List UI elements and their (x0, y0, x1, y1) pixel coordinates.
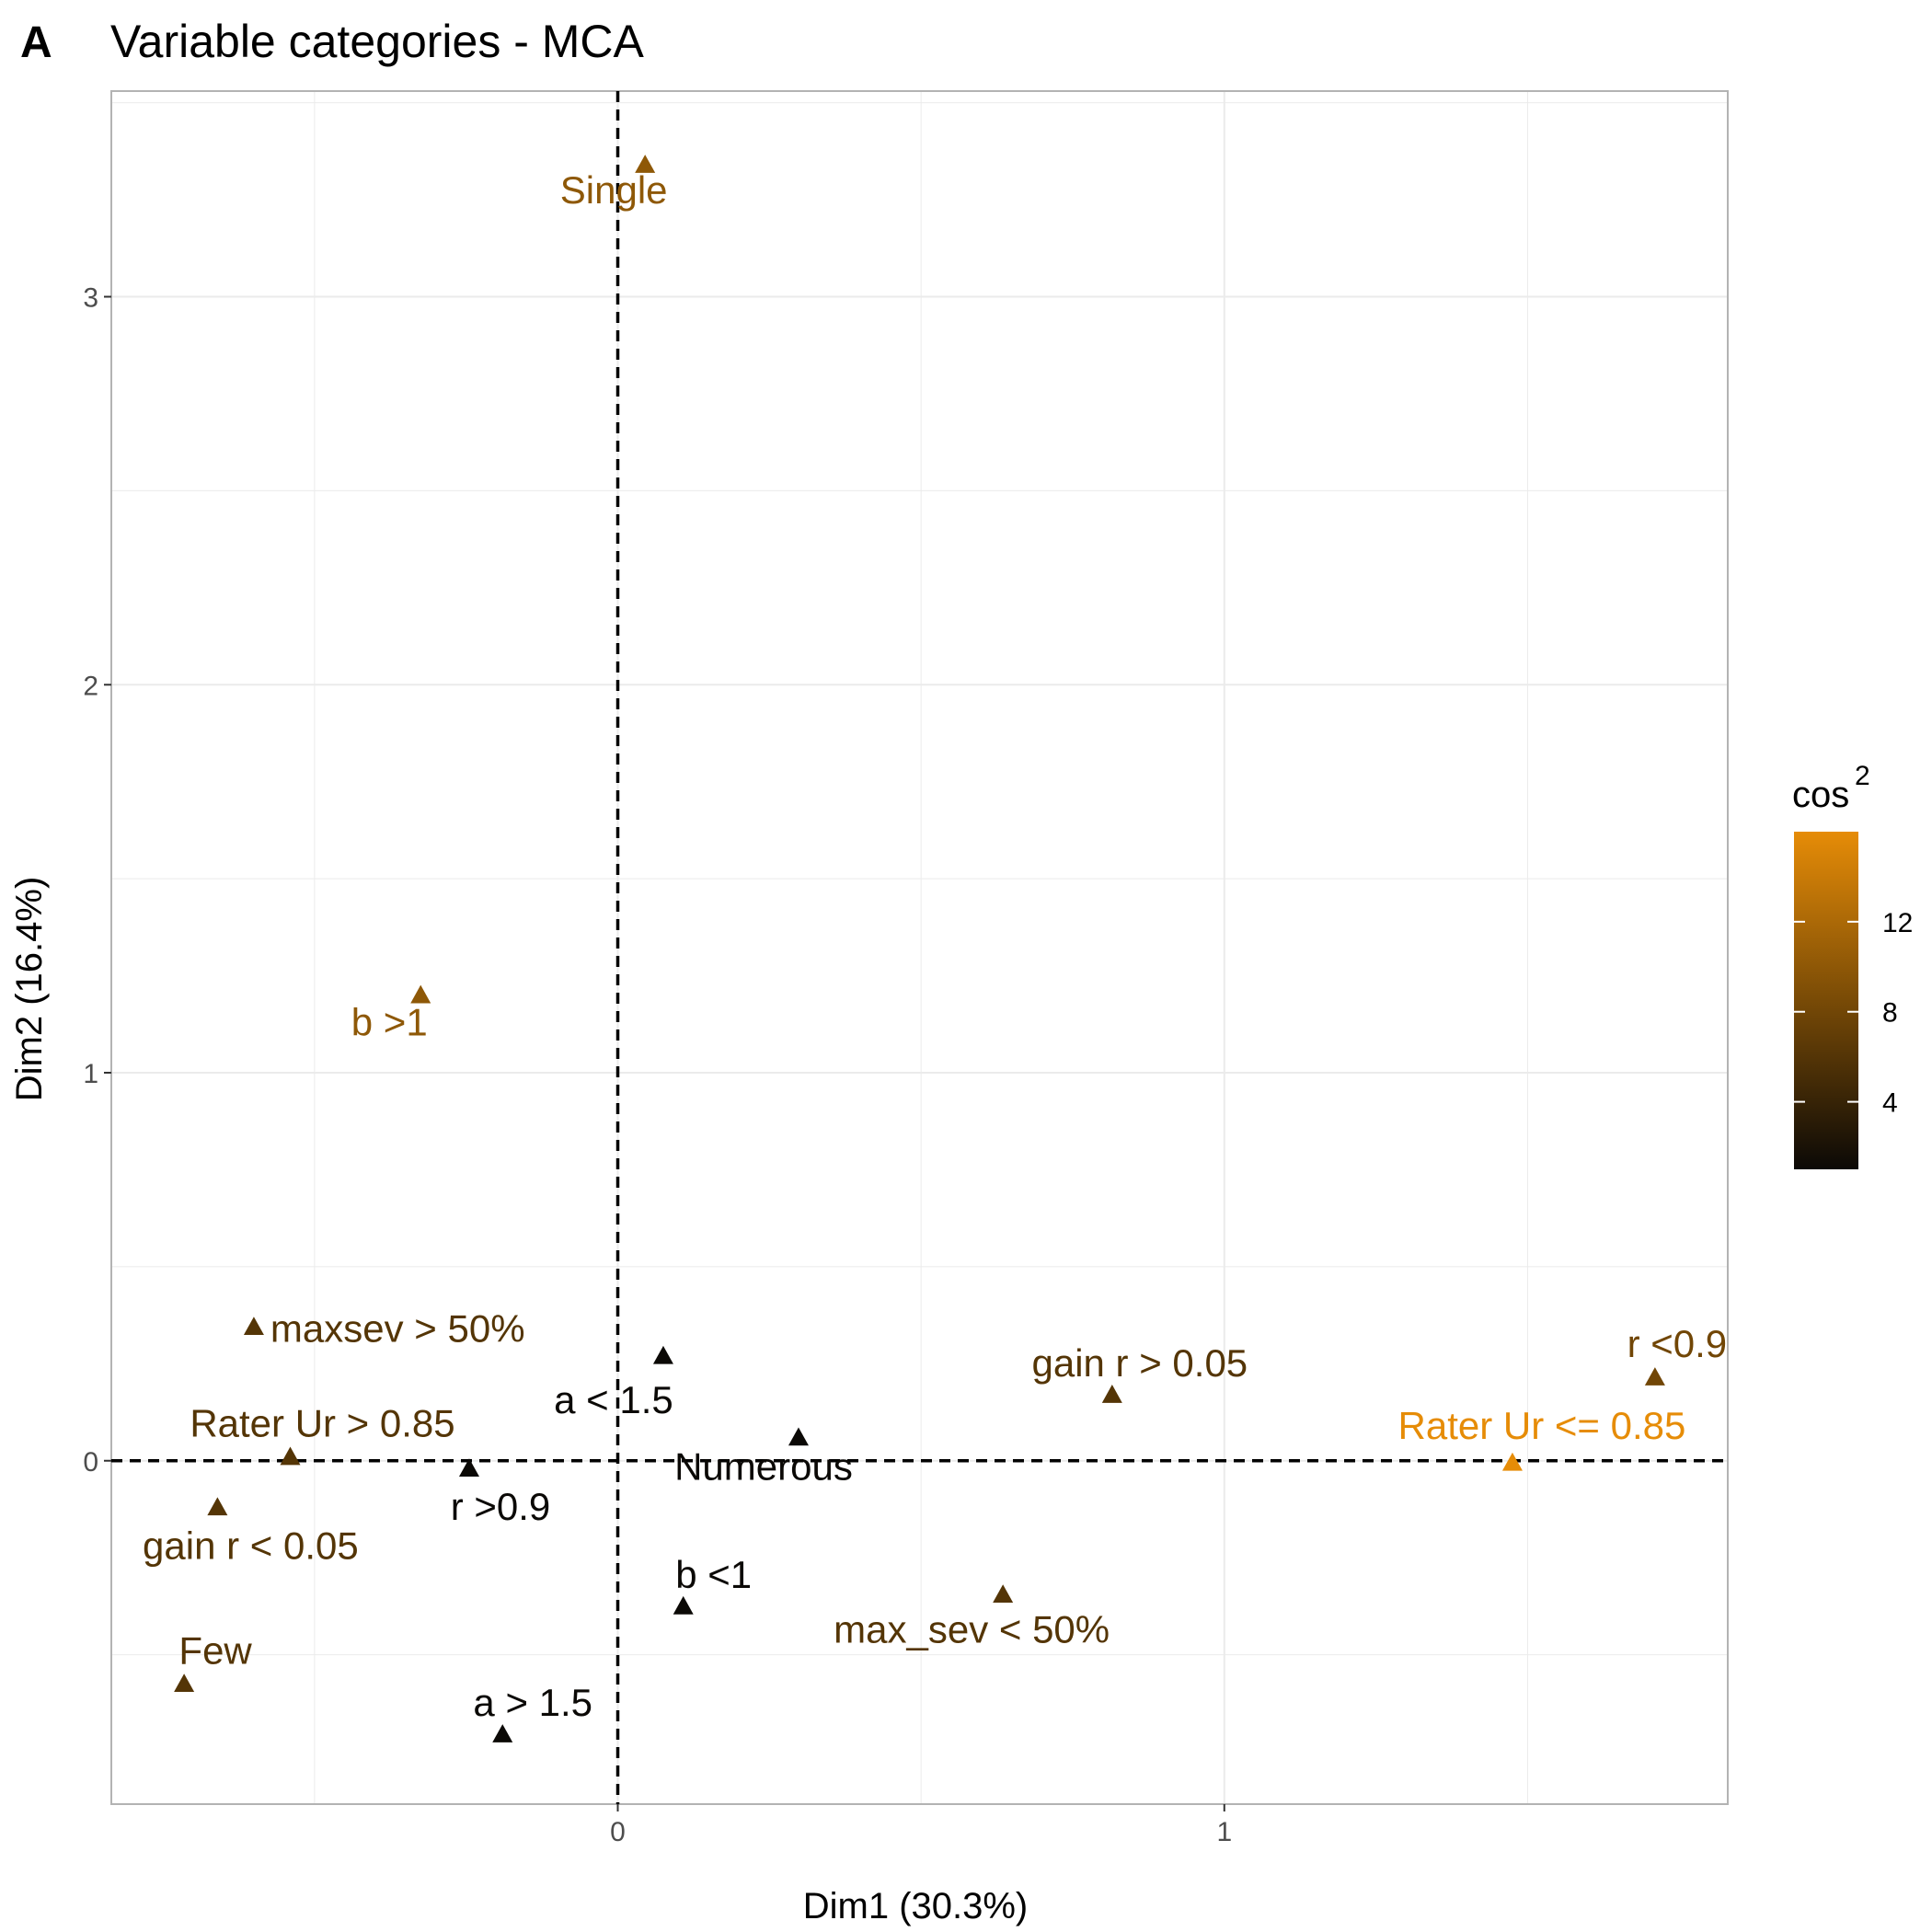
data-point-label: r <0.9 (1627, 1322, 1728, 1365)
data-point-label: Rater Ur <= 0.85 (1398, 1404, 1686, 1447)
data-point-marker (635, 155, 656, 173)
data-point-label: maxsev > 50% (270, 1306, 525, 1350)
data-point-marker (280, 1446, 301, 1466)
legend-tick-label: 4 (1882, 1088, 1898, 1119)
colorbar-legend: cos 2 4 8 12 (1792, 761, 1913, 1169)
data-point-marker (652, 1345, 673, 1364)
data-point-marker (207, 1497, 228, 1516)
y-tick-label: 3 (83, 283, 98, 314)
legend-colorbar (1794, 832, 1858, 1169)
data-point-marker (243, 1317, 264, 1336)
data-point-label: b <1 (675, 1553, 752, 1596)
data-point-label: b >1 (351, 1001, 428, 1044)
panel-letter: A (20, 18, 52, 67)
axes: 0 1 0 1 2 3 (83, 90, 1729, 1847)
data-point-label: gain r < 0.05 (143, 1524, 359, 1567)
data-point-marker (410, 984, 431, 1004)
data-point-label: a > 1.5 (473, 1681, 592, 1724)
data-point-label: max_sev < 50% (834, 1607, 1110, 1650)
legend-title-superscript: 2 (1855, 761, 1870, 791)
data-point-marker (673, 1595, 694, 1615)
data-point-label: Rater Ur > 0.85 (190, 1402, 454, 1445)
x-axis-title: Dim1 (30.3%) (803, 1886, 1029, 1926)
legend-title: cos (1792, 775, 1849, 815)
y-tick-label: 1 (83, 1059, 98, 1089)
x-tick-label: 1 (1216, 1817, 1232, 1847)
x-tick-label: 0 (610, 1817, 626, 1847)
legend-tick-label: 12 (1882, 908, 1913, 938)
y-axis-title: Dim2 (16.4%) (9, 877, 50, 1102)
data-point-marker (492, 1724, 513, 1742)
data-point-marker (1644, 1367, 1665, 1386)
chart-title: Variable categories - MCA (110, 16, 645, 67)
data-point-label: Single (560, 168, 668, 212)
y-tick-label: 0 (83, 1447, 98, 1478)
data-point-marker (1501, 1452, 1523, 1471)
data-point-marker (174, 1673, 195, 1693)
data-point-label: Few (178, 1628, 252, 1672)
data-point-marker (788, 1427, 809, 1446)
data-point-marker (1101, 1385, 1122, 1403)
legend-tick-label: 8 (1882, 998, 1898, 1029)
data-point-marker (458, 1458, 479, 1477)
data-point-label: a < 1.5 (554, 1378, 673, 1421)
panel-border (110, 90, 1729, 1805)
data-point-label: r >0.9 (451, 1485, 551, 1528)
y-tick-label: 2 (83, 671, 98, 701)
data-point-label: gain r > 0.05 (1031, 1341, 1248, 1385)
data-points: Single b >1 maxsev > 50% a < 1.5 gain r > 0.… (143, 155, 1727, 1742)
data-point-marker (993, 1584, 1014, 1604)
data-point-label: Numerous (674, 1444, 853, 1488)
